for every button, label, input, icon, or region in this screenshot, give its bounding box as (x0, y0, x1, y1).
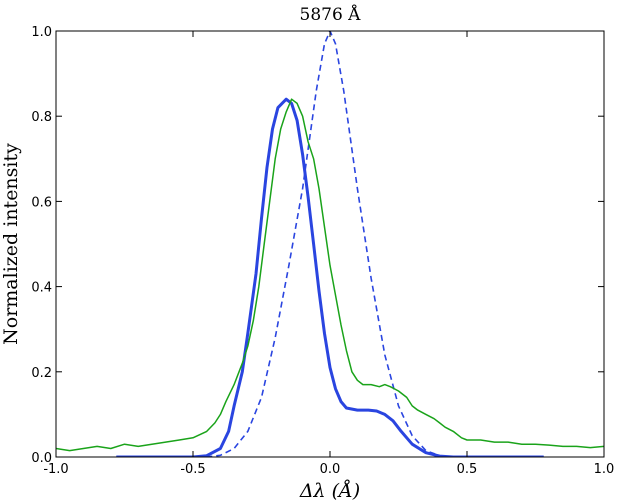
x-tick-label: 0.5 (457, 462, 478, 477)
y-axis-label: Normalized intensity (0, 143, 22, 345)
y-axis: 0.0 0.2 0.4 0.6 0.8 1.0 (31, 25, 604, 466)
x-tick-label: -0.5 (180, 462, 205, 477)
x-tick-label: 0.0 (320, 462, 341, 477)
y-tick-label: 1.0 (31, 25, 52, 40)
y-tick-label: 0.8 (31, 110, 52, 125)
y-tick-label: 0.6 (31, 195, 52, 210)
x-tick-label: -1.0 (43, 462, 68, 477)
y-tick-label: 0.2 (31, 366, 52, 381)
x-tick-label: 1.0 (594, 462, 615, 477)
x-axis: -1.0 -0.5 0.0 0.5 1.0 (43, 31, 614, 477)
chart-title: 5876 Å (300, 4, 362, 25)
plot-area (55, 30, 605, 458)
x-axis-label: Δλ (Å) (299, 480, 360, 502)
y-tick-label: 0.4 (31, 281, 52, 296)
plot-frame (55, 30, 605, 458)
series-line-2 (116, 97, 544, 457)
series-line-1 (116, 31, 544, 457)
y-tick-label: 0.0 (31, 451, 52, 466)
series-line-3 (56, 98, 604, 452)
